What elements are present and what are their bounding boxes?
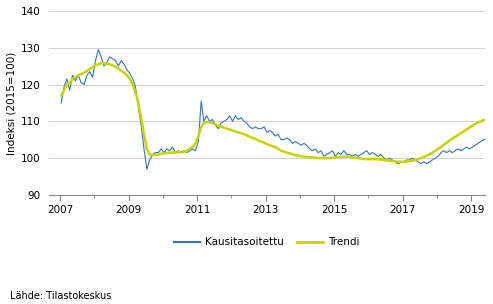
Legend: Kausitasoitettu, Trendi: Kausitasoitettu, Trendi <box>170 233 364 251</box>
Text: Lähde: Tilastokeskus: Lähde: Tilastokeskus <box>10 291 111 301</box>
Y-axis label: Indeksi (2015=100): Indeksi (2015=100) <box>7 51 17 154</box>
